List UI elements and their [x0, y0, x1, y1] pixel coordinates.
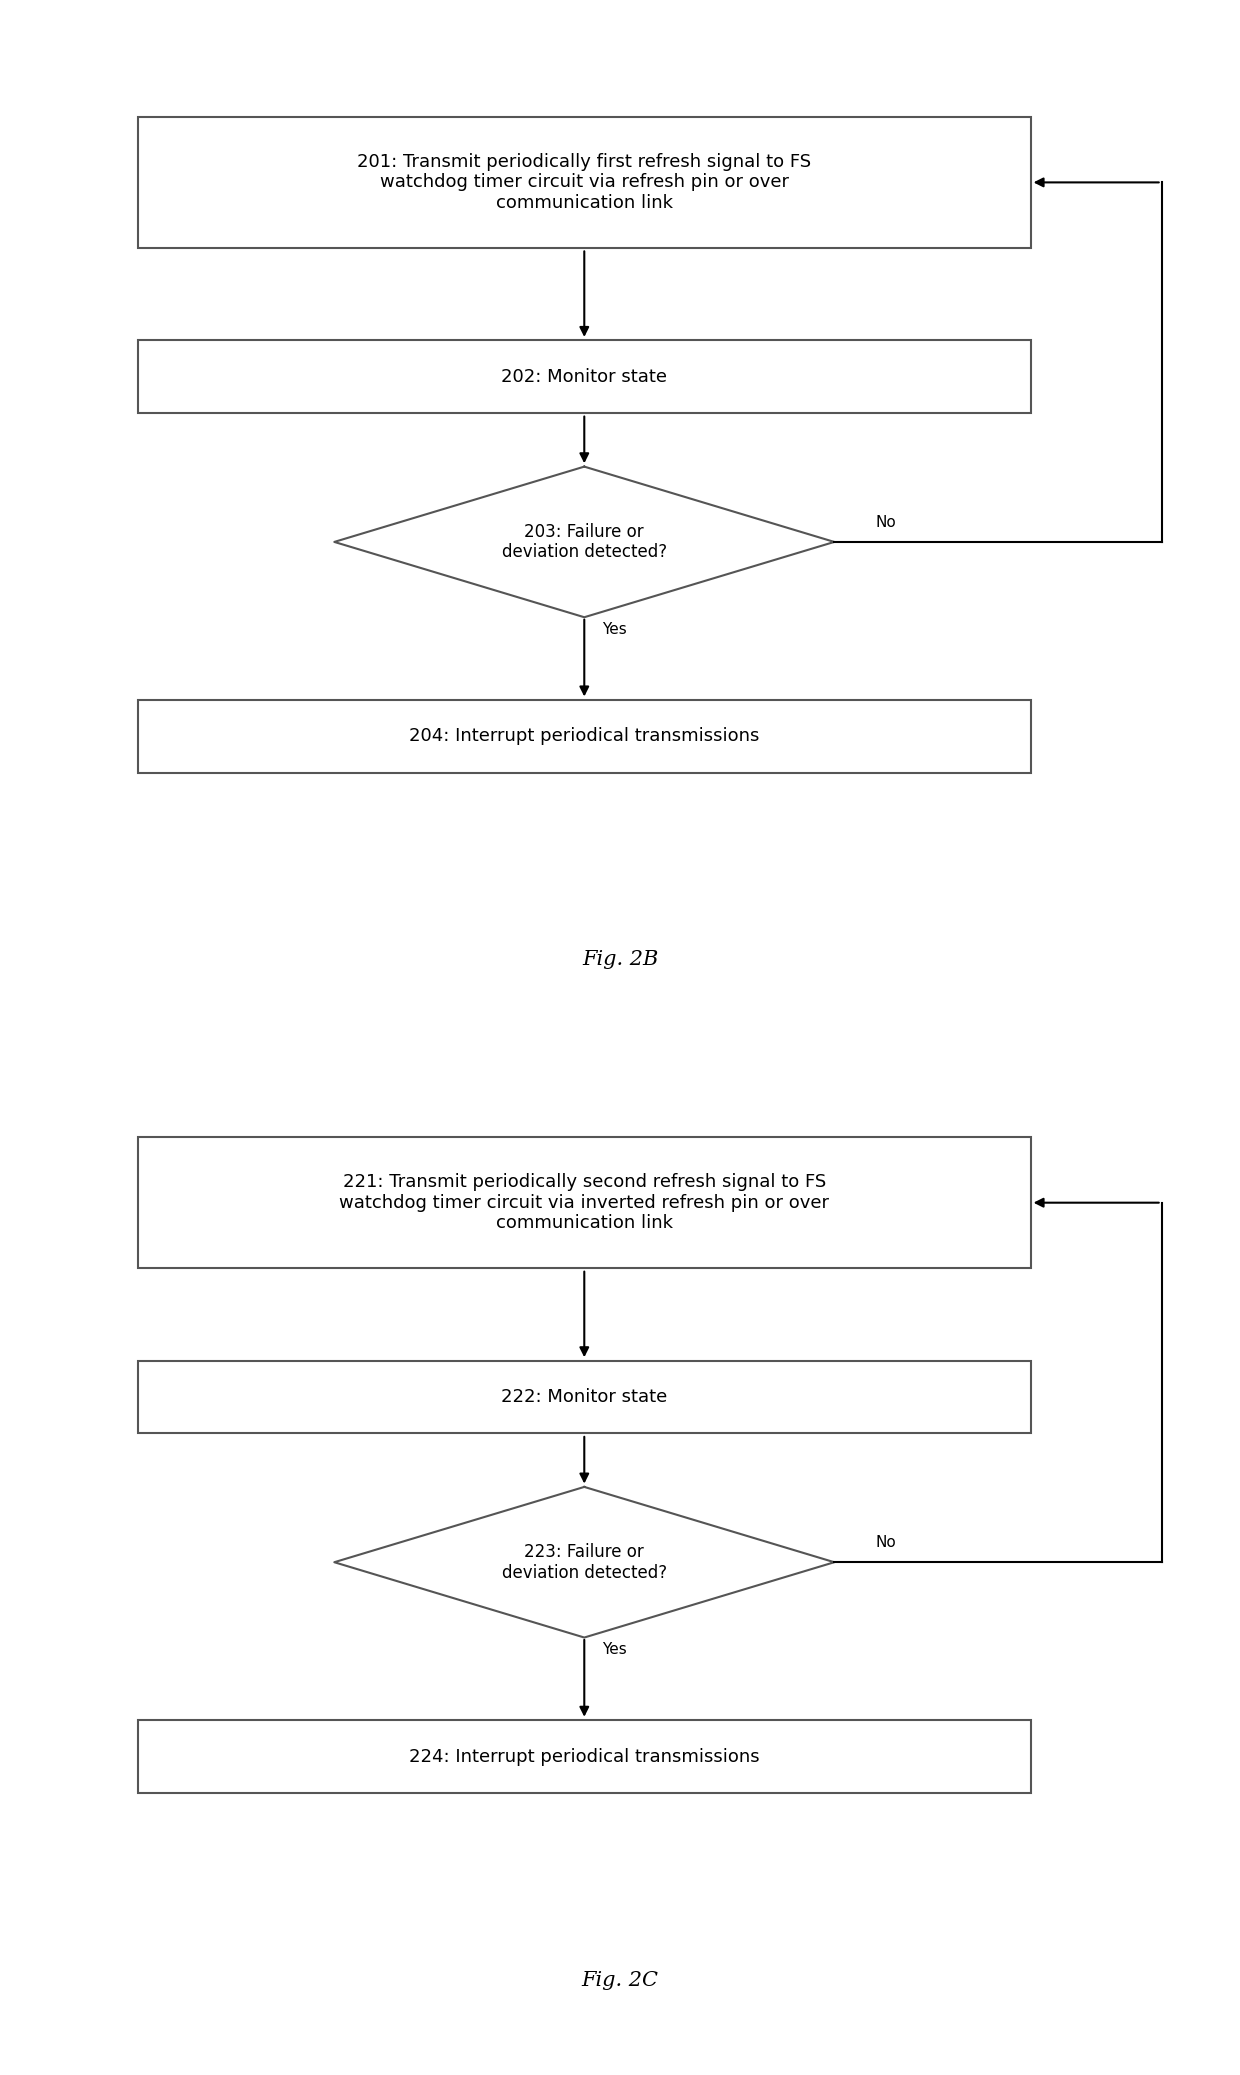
Text: 223: Failure or
deviation detected?: 223: Failure or deviation detected? — [502, 1544, 667, 1581]
Text: No: No — [875, 515, 897, 529]
FancyBboxPatch shape — [138, 699, 1030, 772]
FancyBboxPatch shape — [138, 1137, 1030, 1268]
Text: Yes: Yes — [603, 622, 627, 637]
FancyBboxPatch shape — [138, 116, 1030, 249]
Text: Fig. 2C: Fig. 2C — [582, 1971, 658, 1990]
Text: 204: Interrupt periodical transmissions: 204: Interrupt periodical transmissions — [409, 726, 759, 745]
Polygon shape — [335, 1488, 835, 1637]
Text: 221: Transmit periodically second refresh signal to FS
watchdog timer circuit vi: 221: Transmit periodically second refres… — [340, 1172, 830, 1233]
Text: Yes: Yes — [603, 1641, 627, 1658]
Text: 222: Monitor state: 222: Monitor state — [501, 1388, 667, 1407]
Text: 224: Interrupt periodical transmissions: 224: Interrupt periodical transmissions — [409, 1747, 760, 1766]
FancyBboxPatch shape — [138, 1361, 1030, 1434]
Text: No: No — [875, 1536, 897, 1550]
Text: 203: Failure or
deviation detected?: 203: Failure or deviation detected? — [502, 523, 667, 562]
Text: 201: Transmit periodically first refresh signal to FS
watchdog timer circuit via: 201: Transmit periodically first refresh… — [357, 154, 811, 212]
Text: 202: Monitor state: 202: Monitor state — [501, 367, 667, 386]
FancyBboxPatch shape — [138, 340, 1030, 413]
Text: Fig. 2B: Fig. 2B — [582, 950, 658, 969]
Polygon shape — [335, 467, 835, 616]
FancyBboxPatch shape — [138, 1720, 1030, 1793]
